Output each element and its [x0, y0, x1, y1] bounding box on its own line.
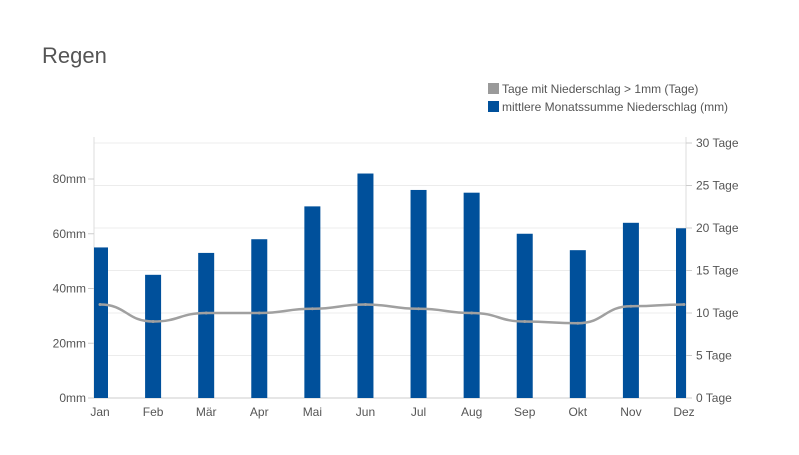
- legend-swatch[interactable]: [488, 83, 499, 94]
- bar-aug[interactable]: [463, 192, 480, 398]
- gridlines: [94, 142, 686, 399]
- right-tick-label: 5 Tage: [696, 349, 732, 363]
- axes: 0mm 20mm 40mm 60mm 80mm 0 Tage 5 Tage 10 Tage 15…: [53, 136, 739, 419]
- rain-days-point: [310, 307, 314, 311]
- bar-mär[interactable]: [198, 252, 215, 398]
- x-tick-label: Jul: [411, 405, 426, 419]
- left-tick-label: 20mm: [53, 336, 86, 350]
- right-tick-label: 20 Tage: [696, 221, 739, 235]
- bar-jun[interactable]: [357, 173, 374, 398]
- x-tick-label: Okt: [568, 405, 587, 419]
- rain-days-point: [576, 321, 580, 325]
- rain-days-point: [257, 311, 261, 315]
- rain-days-point: [204, 311, 208, 315]
- left-tick-label: 0mm: [59, 391, 86, 405]
- bar-dez[interactable]: [676, 228, 686, 398]
- rain-days-point: [523, 320, 527, 323]
- right-tick-label: 25 Tage: [696, 179, 739, 193]
- right-tick-label: 0 Tage: [696, 391, 732, 405]
- x-tick-label: Mär: [196, 405, 217, 419]
- rain-days-line: [99, 303, 685, 325]
- left-tick-label: 40mm: [53, 282, 86, 296]
- legend-label[interactable]: mittlere Monatssumme Niederschlag (mm): [502, 100, 728, 114]
- right-tick-label: 10 Tage: [696, 306, 739, 320]
- right-tick-label: 15 Tage: [696, 264, 739, 278]
- x-tick-label: Apr: [250, 405, 269, 419]
- rain-days-point: [470, 311, 474, 315]
- x-tick-label: Jan: [90, 405, 109, 419]
- right-tick-label: 30 Tage: [696, 136, 739, 150]
- left-tick-label: 80mm: [53, 172, 86, 186]
- x-tick-label: Feb: [143, 405, 164, 419]
- x-tick-label: Jun: [356, 405, 375, 419]
- rain-days-point: [629, 304, 633, 308]
- bar-apr[interactable]: [251, 239, 268, 398]
- chart-title: Regen: [42, 43, 107, 68]
- bar-jan[interactable]: [94, 247, 108, 398]
- rain-days-point: [363, 303, 367, 306]
- rain-days-point: [98, 303, 102, 306]
- legend[interactable]: Tage mit Niederschlag > 1mm (Tage) mittle…: [488, 82, 728, 114]
- x-tick-label: Nov: [620, 405, 641, 419]
- bar-mai[interactable]: [304, 206, 321, 398]
- x-tick-label: Dez: [673, 405, 694, 419]
- x-tick-label: Sep: [514, 405, 536, 419]
- rain-days-point: [682, 303, 686, 306]
- bar-jul[interactable]: [410, 189, 427, 398]
- bar-feb[interactable]: [145, 274, 162, 398]
- bars: [94, 173, 686, 398]
- x-tick-label: Mai: [303, 405, 322, 419]
- legend-swatch[interactable]: [488, 101, 499, 112]
- left-tick-label: 60mm: [53, 227, 86, 241]
- legend-label[interactable]: Tage mit Niederschlag > 1mm (Tage): [502, 82, 698, 96]
- bar-nov[interactable]: [622, 222, 639, 398]
- rain-days-point: [151, 320, 155, 323]
- x-tick-label: Aug: [461, 405, 482, 419]
- rain-days-point: [417, 307, 421, 311]
- line-series: [98, 303, 686, 325]
- bar-sep[interactable]: [516, 233, 533, 398]
